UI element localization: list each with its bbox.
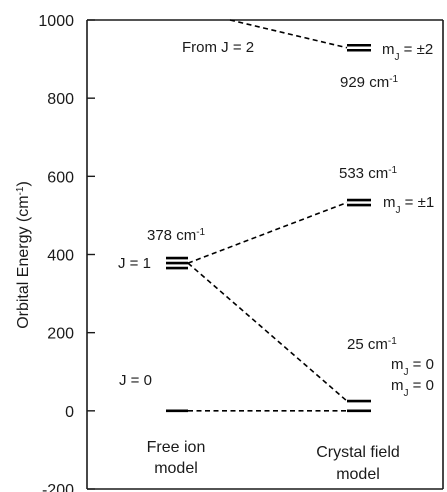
- cf-mj1-label-m: m: [383, 194, 396, 211]
- y-tick-label: 1000: [38, 13, 74, 30]
- free-j1-label: J = 1: [118, 255, 151, 272]
- free-j0-label: J = 0: [119, 372, 152, 389]
- crystal-field-label-line2: model: [336, 466, 380, 483]
- free-j1-energy-sup: -1: [196, 227, 205, 238]
- y-tick-label: 200: [47, 326, 74, 343]
- cf-mj0-b-energy-text: 25 cm: [347, 336, 388, 353]
- from-j2-label: From J = 2: [182, 39, 254, 56]
- connectors: [188, 20, 347, 411]
- connector-free-j1-to-cf-mj0-b: [188, 263, 347, 401]
- y-tick-label: -200: [42, 482, 74, 492]
- cf-mj0-b-label: mJ = 0: [391, 356, 434, 378]
- cf-mj2-energy-sup: -1: [389, 74, 398, 85]
- y-axis-title-close: ): [15, 181, 32, 186]
- cf-mj1-energy-text: 533 cm: [339, 165, 388, 182]
- cf-mj1-energy-sup: -1: [388, 165, 397, 176]
- cf-mj2-energy-text: 929 cm: [340, 74, 389, 91]
- y-axis-title: Orbital Energy (cm-1): [15, 181, 33, 329]
- y-tick-label: 400: [47, 248, 74, 265]
- cf-mj0-label-rest: = 0: [409, 377, 434, 394]
- free-ion-label-line1: Free ion: [147, 439, 206, 456]
- y-tick-label: 0: [65, 404, 74, 421]
- cf-mj2-energy-label: 929 cm-1: [340, 74, 399, 92]
- cf-mj0-b-label-rest: = 0: [409, 356, 434, 373]
- cf-mj0-label: mJ = 0: [391, 377, 434, 399]
- cf-mj1-label-rest: = ±1: [401, 194, 435, 211]
- cf-mj1-energy-label: 533 cm-1: [339, 165, 398, 183]
- free-ion-label-line2: model: [154, 460, 198, 477]
- crystal-field-label-line1: Crystal field: [316, 444, 400, 461]
- connector-free-j1-to-cf-mj1: [188, 203, 347, 264]
- y-tick-label: 800: [47, 91, 74, 108]
- cf-mj2-label-rest: = ±2: [400, 41, 434, 58]
- cf-mj2-label-m: m: [382, 41, 395, 58]
- cf-mj0-b-energy-label: 25 cm-1: [347, 336, 397, 354]
- cf-mj0-b-label-m: m: [391, 356, 404, 373]
- cf-mj0-b-energy-sup: -1: [388, 336, 397, 347]
- cf-mj2-label: mJ = ±2: [382, 41, 433, 63]
- y-axis-title-text: Orbital Energy (cm: [15, 195, 32, 328]
- y-tick-label: 600: [47, 169, 74, 186]
- free-j1-energy-text: 378 cm: [147, 227, 196, 244]
- cf-mj0-label-m: m: [391, 377, 404, 394]
- free-j1-energy-label: 378 cm-1: [147, 227, 206, 245]
- cf-mj1-label: mJ = ±1: [383, 194, 434, 216]
